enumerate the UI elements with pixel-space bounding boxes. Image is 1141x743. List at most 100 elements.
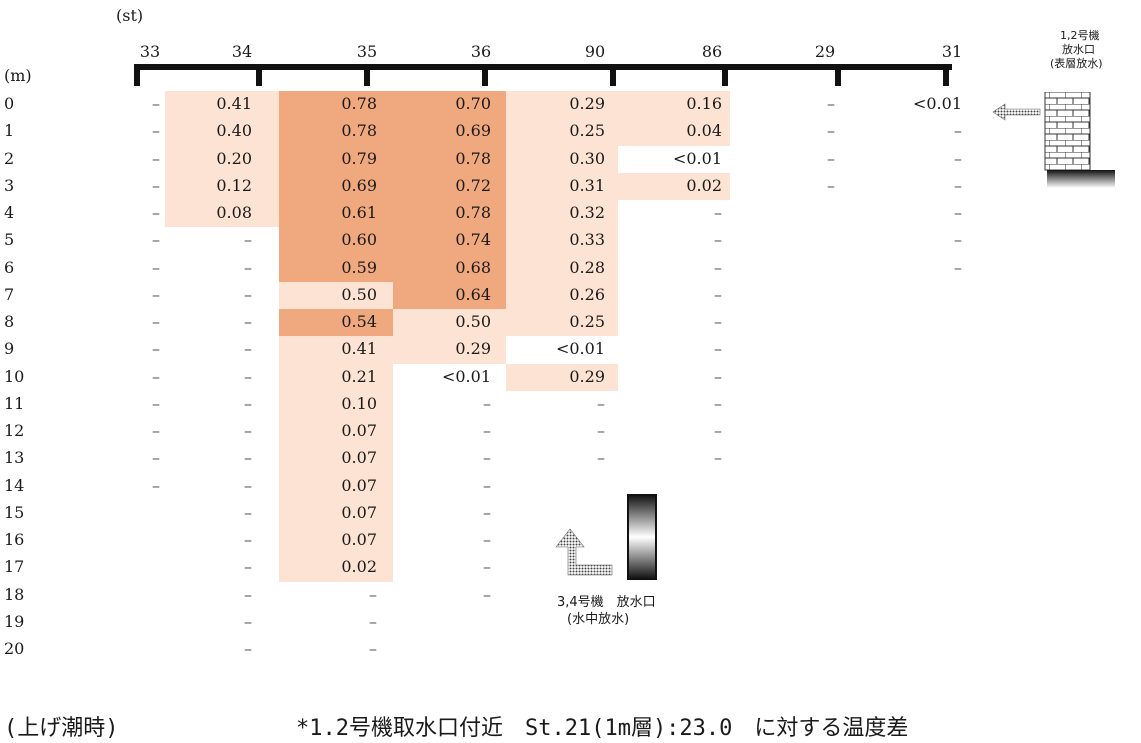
value-cell: 0.32 [569,203,605,222]
outlet12-label-3: (表層放水) [1050,57,1103,70]
value-cell: 0.74 [455,230,491,250]
depth-label: 7 [4,284,15,304]
station-label: 34 [231,42,253,61]
cell-shade-light [279,418,393,446]
outlet12-label-2: 放水口 [1062,43,1095,56]
depth-label: 4 [4,203,15,222]
cell-shade-light [165,118,279,146]
value-cell: – [152,203,160,222]
value-cell: – [954,121,962,141]
value-cell: – [714,257,722,277]
value-cell: 0.12 [216,175,252,195]
station-tick [256,64,262,86]
depth-label: 15 [4,502,25,522]
value-cell: – [483,393,491,413]
value-cell: <0.01 [672,148,722,168]
value-cell: – [483,448,491,468]
cell-shade-dark [279,172,393,200]
depth-label: 2 [4,148,15,168]
cell-shade-dark [279,118,393,146]
cell-shade-light [165,91,279,119]
value-cell: 0.41 [216,94,252,113]
cell-shade-light [506,118,618,146]
value-cell: 0.16 [686,94,722,113]
depth-label: 9 [4,339,15,359]
depth-label: 12 [4,421,25,440]
value-cell: 0.69 [341,175,377,195]
value-cell: 0.07 [341,421,377,440]
value-cell: 0.07 [341,530,377,549]
value-cell: – [244,475,252,495]
value-cell: – [597,421,605,440]
value-cell: – [152,175,160,195]
value-cell: – [483,530,491,549]
cell-shade-light [279,527,393,555]
value-cell: – [152,366,160,386]
value-cell: 0.41 [341,339,377,359]
station-tick [482,64,488,86]
cell-shade-dark [279,309,393,337]
value-cell: – [714,366,722,386]
value-cell: – [244,366,252,386]
value-cell: – [244,530,252,549]
cell-shade-dark [279,200,393,228]
value-cell: – [954,148,962,168]
value-cell: – [597,448,605,468]
value-cell: 0.68 [455,257,491,277]
value-cell: – [483,557,491,577]
value-cell: – [244,611,252,631]
station-tick [943,64,949,86]
value-cell: – [244,639,252,658]
cell-shade-light [165,172,279,200]
outlet34-label-1: 3,4号機 放水口 [557,595,656,610]
value-cell: – [152,148,160,168]
value-cell: – [152,393,160,413]
station-tick [835,64,841,86]
outlet12-label-1: 1,2号機 [1060,29,1100,42]
station-label: 35 [356,42,378,61]
cell-shade-light [618,118,730,146]
value-cell: 0.29 [569,366,605,386]
station-label: 31 [941,42,963,61]
cell-shade-dark [393,172,506,200]
value-cell: – [244,393,252,413]
value-cell: 0.07 [341,448,377,468]
cell-shade-dark [393,91,506,119]
value-cell: – [244,421,252,440]
value-cell: 0.60 [341,230,377,250]
station-label: 36 [470,42,492,61]
value-cell: – [483,502,491,522]
cell-shade-light [506,309,618,337]
value-cell: 0.02 [341,557,377,577]
cell-shade-light [165,200,279,228]
cell-shade-light [279,445,393,473]
cell-shade-light [506,254,618,282]
depth-label: 8 [4,312,15,331]
value-cell: 0.78 [455,148,491,168]
value-cell: 0.50 [455,312,491,331]
depth-label: 10 [4,366,25,386]
cell-shade-light [506,200,618,228]
cell-shade-light [279,336,393,364]
station-tick [134,64,140,86]
station-tick [364,64,370,86]
cell-shade-light [618,91,730,119]
value-cell: – [244,584,252,604]
value-cell: 0.04 [686,121,722,141]
value-cell: 0.78 [341,94,377,113]
value-cell: 0.69 [455,121,491,141]
value-cell: <0.01 [555,339,605,359]
value-cell: – [954,230,962,250]
station-tick [722,64,728,86]
value-cell: 0.07 [341,475,377,495]
outlet34-label-2: (水中放水) [567,612,630,627]
value-cell: – [954,203,962,222]
value-cell: 0.70 [455,94,491,113]
value-cell: – [827,175,835,195]
axis-line [137,64,952,70]
value-cell: – [827,94,835,113]
value-cell: – [714,203,722,222]
cell-shade-dark [393,200,506,228]
value-cell: – [954,175,962,195]
value-cell: 0.31 [569,175,605,195]
